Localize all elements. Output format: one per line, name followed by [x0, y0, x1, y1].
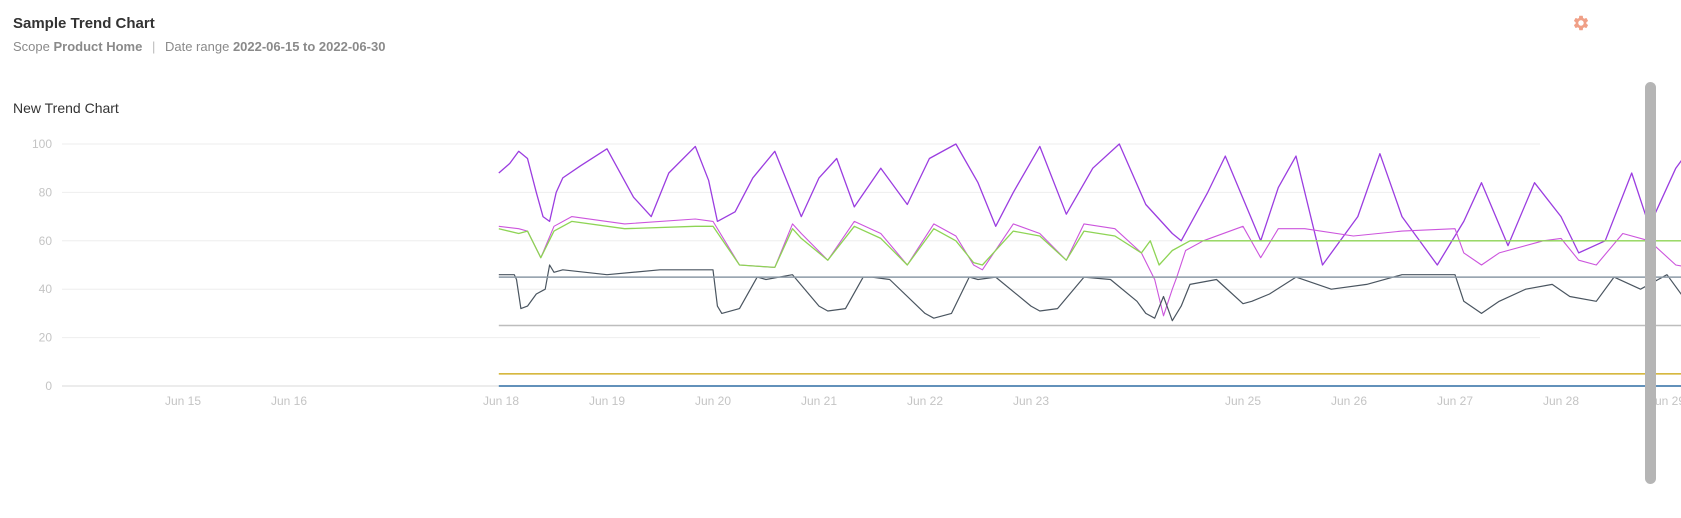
y-tick-label: 40 — [39, 282, 53, 296]
scrollbar-thumb[interactable] — [1645, 82, 1656, 484]
vertical-scrollbar[interactable] — [1645, 82, 1656, 484]
grid-lines — [62, 143, 1540, 387]
x-tick-label: Jun 16 — [271, 394, 307, 408]
x-tick-label: Jun 15 — [165, 394, 201, 408]
y-axis-ticks: 0 20 40 60 80 100 — [32, 137, 52, 393]
y-tick-label: 20 — [39, 331, 53, 345]
x-tick-label: Jun 20 — [695, 394, 731, 408]
meta-separator: | — [151, 39, 156, 54]
x-axis-ticks: Jun 15 Jun 16 Jun 18 Jun 19 Jun 20 Jun 21 Jun … — [165, 394, 1681, 408]
scope-label: Scope — [13, 39, 50, 54]
chart-title: New Trend Chart — [13, 100, 119, 116]
x-tick-label: Jun 28 — [1543, 394, 1579, 408]
x-tick-label: Jun 26 — [1331, 394, 1367, 408]
y-tick-label: 100 — [32, 137, 52, 151]
series-lines — [498, 143, 1681, 387]
x-tick-label: Jun 25 — [1225, 394, 1261, 408]
x-tick-label: Jun 23 — [1013, 394, 1049, 408]
date-range-value: 2022-06-15 to 2022-06-30 — [232, 39, 386, 54]
gear-icon[interactable] — [1572, 14, 1590, 32]
y-tick-label: 80 — [39, 185, 53, 199]
x-tick-label: Jun 29 — [1649, 394, 1681, 408]
page-title: Sample Trend Chart — [13, 15, 155, 32]
scope-and-date-range: Scope Product Home | Date range 2022-06-… — [13, 39, 385, 54]
date-range-label: Date range — [164, 39, 230, 54]
series-line-4 — [498, 264, 1681, 322]
x-tick-label: Jun 21 — [801, 394, 837, 408]
x-tick-label: Jun 27 — [1437, 394, 1473, 408]
y-tick-label: 0 — [45, 379, 52, 393]
x-tick-label: Jun 18 — [483, 394, 519, 408]
series-line-1 — [498, 143, 1681, 266]
x-tick-label: Jun 19 — [589, 394, 625, 408]
series-line-3 — [498, 220, 1681, 269]
y-tick-label: 60 — [39, 234, 53, 248]
x-tick-label: Jun 22 — [907, 394, 943, 408]
scope-value: Product Home — [53, 39, 143, 54]
